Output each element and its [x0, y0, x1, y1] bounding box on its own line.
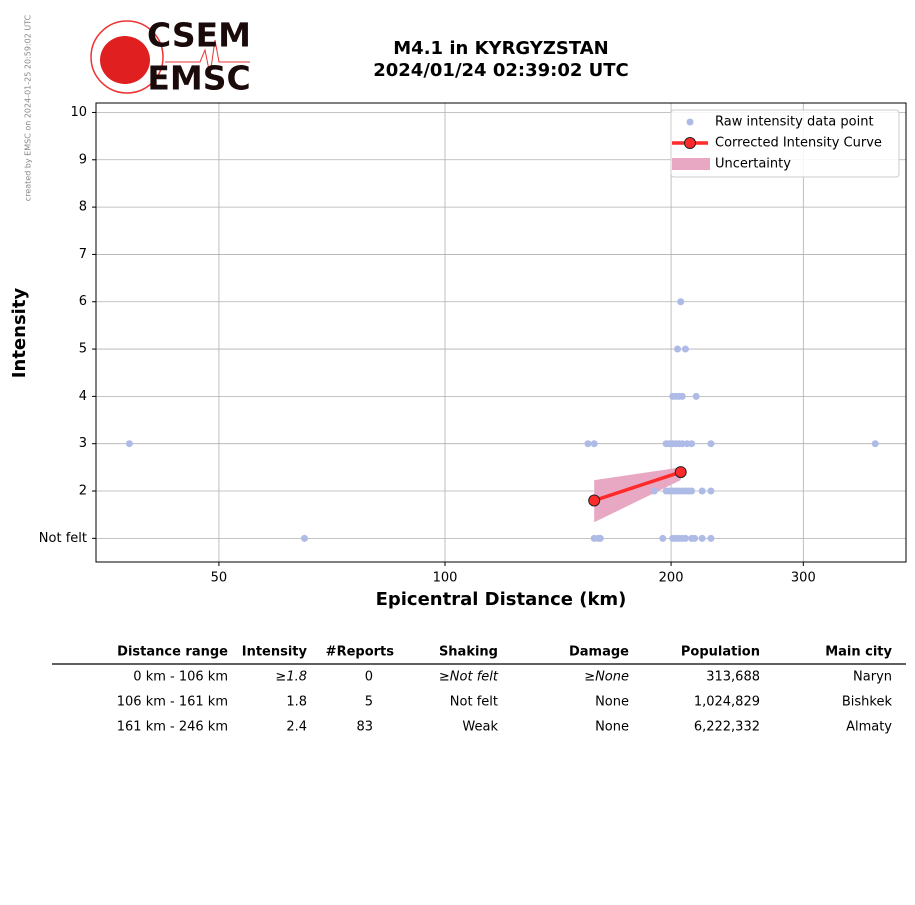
y-tick-label: Not felt — [39, 531, 87, 546]
data-point — [659, 534, 667, 542]
logo-text: CSEM — [147, 16, 251, 55]
data-point — [698, 534, 706, 542]
data-point — [678, 392, 686, 400]
chart-subtitle: 2024/01/24 02:39:02 UTC — [373, 60, 629, 81]
data-point — [688, 440, 696, 448]
table-cell: Bishkek — [842, 695, 893, 710]
table-cell: 5 — [365, 695, 373, 710]
table-cell: 2.4 — [286, 720, 307, 735]
legend-label: Corrected Intensity Curve — [715, 136, 882, 151]
legend-label: Raw intensity data point — [715, 115, 874, 130]
data-point — [596, 534, 604, 542]
x-tick-label: 300 — [791, 571, 816, 586]
table-cell: 83 — [356, 720, 373, 735]
table-header: #Reports — [326, 645, 395, 660]
legend-box — [670, 109, 900, 178]
table-cell: None — [595, 720, 629, 735]
plot-frame — [95, 102, 907, 563]
y-tick-label: 6 — [79, 294, 87, 309]
data-point — [707, 440, 715, 448]
data-point — [698, 487, 706, 495]
data-point — [677, 298, 685, 306]
table-header: Distance range — [117, 645, 228, 660]
y-tick-label: 5 — [79, 342, 87, 357]
data-point — [691, 534, 699, 542]
data-point — [674, 345, 682, 353]
x-axis-label: Epicentral Distance (km) — [376, 589, 627, 610]
legend-marker — [672, 158, 710, 170]
uncertainty-band — [594, 467, 681, 523]
data-point — [707, 487, 715, 495]
y-tick-label: 7 — [79, 247, 87, 262]
table-header: Main city — [825, 645, 892, 660]
legend-marker — [686, 118, 694, 126]
table-cell: Almaty — [846, 720, 892, 735]
table-cell: Not felt — [450, 695, 498, 710]
curve-point — [588, 494, 601, 507]
table-cell: 6,222,332 — [694, 720, 760, 735]
table-header: Shaking — [439, 645, 498, 660]
table-cell: 106 km - 161 km — [117, 695, 228, 710]
data-point — [707, 534, 715, 542]
curve-line — [593, 470, 682, 503]
data-point — [871, 440, 879, 448]
table-cell: 1,024,829 — [694, 695, 760, 710]
x-tick-label: 50 — [211, 571, 228, 586]
data-point — [692, 392, 700, 400]
y-tick-label: 4 — [79, 389, 87, 404]
data-point — [125, 440, 133, 448]
y-axis-label: Intensity — [9, 288, 30, 379]
table-cell: Naryn — [853, 670, 892, 685]
table-cell: 0 — [365, 670, 373, 685]
logo-wave — [165, 39, 250, 76]
chart-title: M4.1 in KYRGYZSTAN — [393, 38, 608, 59]
logo-circle — [90, 20, 164, 94]
table-cell: 161 km - 246 km — [117, 720, 228, 735]
logo-map — [100, 36, 150, 84]
table-cell: 0 km - 106 km — [133, 670, 228, 685]
data-point — [590, 440, 598, 448]
data-point — [584, 440, 592, 448]
y-tick-label: 3 — [79, 436, 87, 451]
table-cell: 1.8 — [286, 695, 307, 710]
table-cell: ≥Not felt — [439, 670, 499, 685]
data-point — [300, 534, 308, 542]
logo: CSEM EMSC — [90, 16, 251, 98]
curve-point — [674, 466, 687, 479]
legend-marker — [684, 137, 696, 149]
data-point — [681, 345, 689, 353]
legend-label: Uncertainty — [715, 157, 791, 172]
x-tick-label: 200 — [659, 571, 684, 586]
data-point — [688, 487, 696, 495]
table-header: Intensity — [242, 645, 308, 660]
watermark: created by EMSC on 2024-01-25 20:59:02 U… — [24, 14, 33, 201]
table-cell: 313,688 — [706, 670, 760, 685]
table-cell: Weak — [462, 720, 498, 735]
y-tick-label: 8 — [79, 200, 87, 215]
data-point — [681, 534, 689, 542]
y-tick-label: 2 — [79, 484, 87, 499]
table-header: Damage — [569, 645, 629, 660]
data-point — [650, 487, 658, 495]
table-cell: ≥1.8 — [275, 670, 307, 685]
y-tick-label: 10 — [70, 105, 87, 120]
table-header: Population — [681, 645, 760, 660]
table-cell: ≥None — [584, 670, 629, 685]
y-tick-label: 9 — [79, 152, 87, 167]
logo-text: EMSC — [147, 59, 250, 98]
table-cell: None — [595, 695, 629, 710]
x-tick-label: 100 — [433, 571, 458, 586]
